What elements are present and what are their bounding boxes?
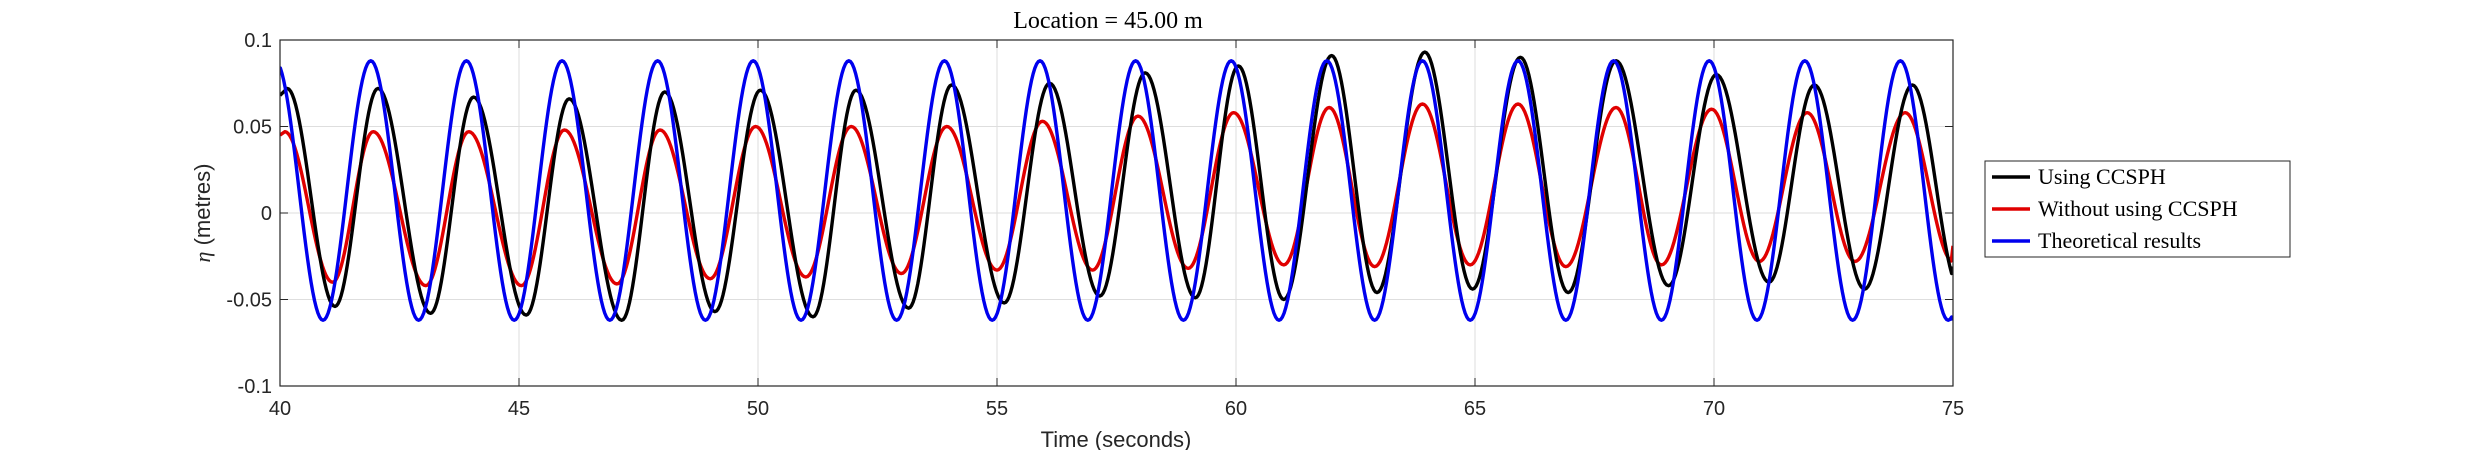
legend-label-without-using-ccsph: Without using CCSPH: [2038, 196, 2238, 221]
x-axis-label: Time (seconds): [1041, 427, 1192, 450]
series-line-using-ccsph: [280, 50, 1953, 322]
y-tick-label: -0.1: [238, 376, 272, 398]
x-tick-label: 45: [508, 398, 530, 420]
legend-box: [1984, 160, 2291, 258]
y-tick-label: 0.05: [233, 117, 272, 139]
x-tick-label: 50: [747, 398, 769, 420]
y-axis-label-symbol: η: [190, 252, 215, 263]
series-line-theoretical-results: [280, 59, 1953, 322]
legend: Using CCSPH Without using CCSPH Theoretica…: [1984, 160, 2291, 258]
legend-label-using-ccsph: Using CCSPH: [2038, 164, 2166, 189]
plot-area: 40 45 50 55 60 65 70 75 -0.1 -0.05 0 0.05 0.1: [226, 30, 1964, 420]
y-axis-label: η (metres): [190, 164, 215, 263]
series-lines: [280, 50, 1953, 322]
x-tick-label: 55: [986, 398, 1008, 420]
y-tick-label: -0.05: [226, 290, 272, 312]
x-tick-label: 70: [1703, 398, 1725, 420]
y-tick-label: 0: [261, 203, 272, 225]
axis-ticks: 40 45 50 55 60 65 70 75 -0.1 -0.05 0 0.05 0.1: [226, 30, 1964, 420]
x-tick-label: 65: [1464, 398, 1486, 420]
x-tick-label: 60: [1225, 398, 1247, 420]
x-tick-label: 75: [1942, 398, 1964, 420]
legend-label-theoretical-results: Theoretical results: [2038, 228, 2201, 253]
x-tick-label: 40: [269, 398, 291, 420]
chart-title: Location = 45.00 m: [1013, 8, 1203, 34]
y-tick-label: 0.1: [244, 30, 272, 52]
y-axis-label-text: (metres): [190, 164, 215, 252]
